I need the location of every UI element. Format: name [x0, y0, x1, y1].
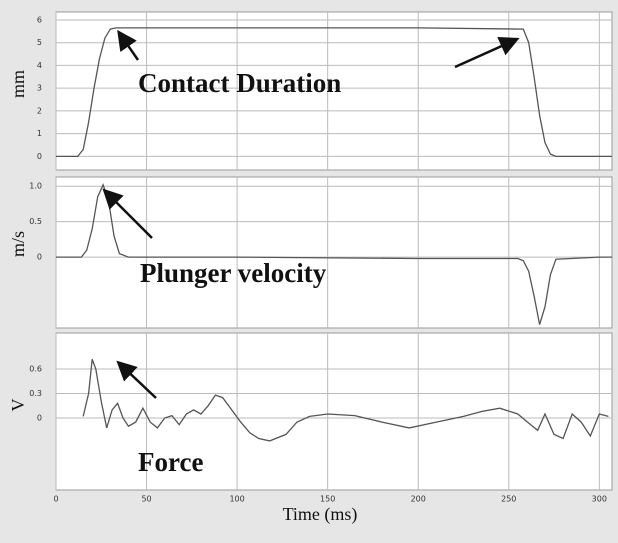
y-tick-label: 6 — [37, 15, 42, 24]
annotation: Contact Duration — [138, 68, 341, 98]
x-tick-label: 150 — [320, 495, 335, 504]
x-tick-label: 50 — [141, 495, 151, 504]
arrow — [117, 29, 140, 61]
y-tick-label: 0.5 — [29, 217, 42, 226]
plot-area — [55, 332, 613, 491]
y-tick-label: 0.3 — [29, 389, 42, 398]
y-tick-label: 0 — [37, 152, 42, 161]
y-tick-label: 0.6 — [29, 364, 42, 373]
y-tick-label: 0 — [37, 253, 42, 262]
x-tick-label: 300 — [592, 495, 607, 504]
annotation: Force — [138, 447, 203, 477]
y-axis-label: m/s — [8, 231, 28, 257]
arrows — [102, 29, 520, 399]
y-tick-label: 1 — [37, 129, 42, 138]
annotation: Plunger velocity — [140, 258, 327, 288]
x-tick-label: 200 — [411, 495, 426, 504]
y-axis-label: mm — [8, 70, 28, 98]
plot-area — [55, 176, 613, 329]
y-tick-label: 2 — [37, 106, 42, 115]
y-axis-label: V — [8, 399, 28, 412]
arrow — [116, 360, 157, 399]
y-tick-label: 4 — [37, 61, 42, 70]
y-tick-label: 5 — [37, 38, 42, 47]
x-tick-label: 250 — [501, 495, 516, 504]
arrow — [102, 188, 153, 239]
y-tick-label: 1.0 — [29, 182, 42, 191]
x-tick-label: 100 — [229, 495, 244, 504]
data-line — [56, 183, 612, 325]
data-line — [56, 27, 612, 158]
data-line — [82, 358, 609, 442]
y-tick-label: 3 — [37, 84, 42, 93]
x-tick-label: 0 — [53, 495, 58, 504]
x-axis-label: Time (ms) — [283, 504, 358, 525]
arrow — [454, 37, 520, 69]
y-tick-label: 0 — [37, 414, 42, 423]
